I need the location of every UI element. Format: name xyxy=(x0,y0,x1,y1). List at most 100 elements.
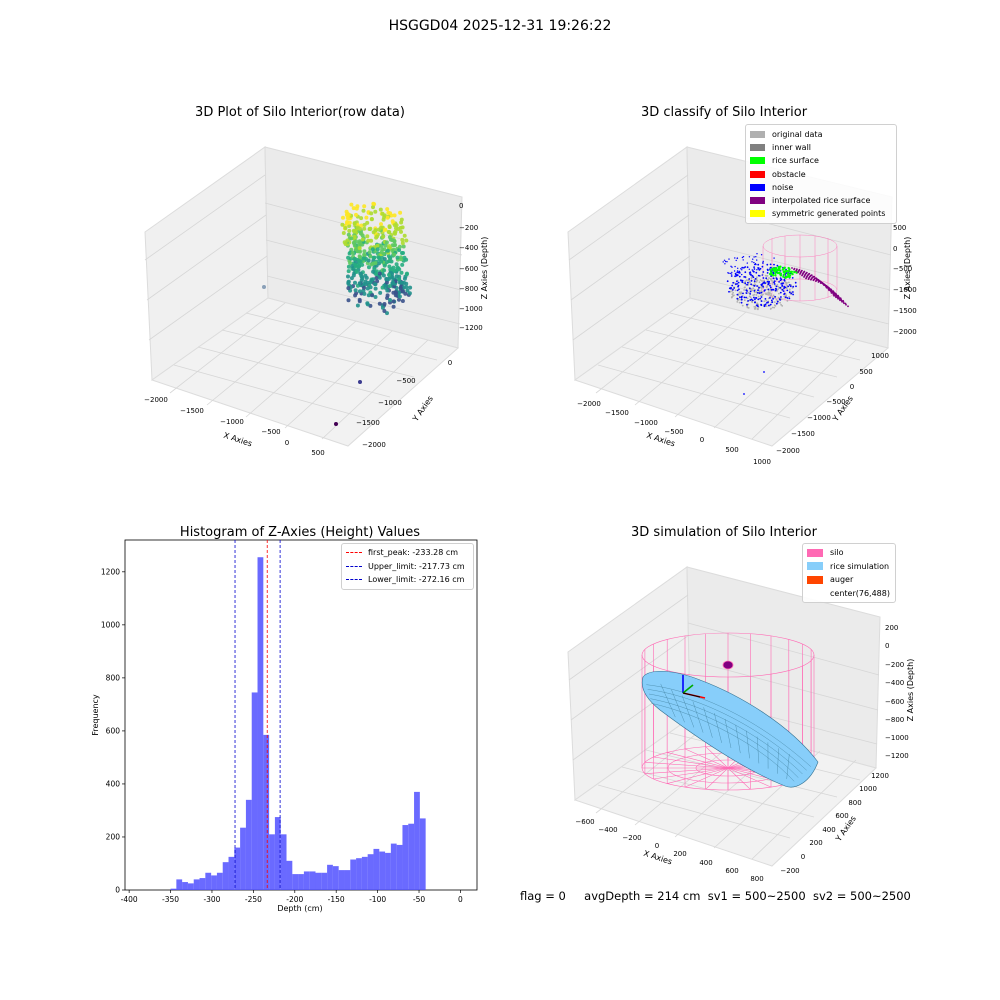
legend-label: auger xyxy=(830,575,854,585)
data-point xyxy=(373,295,378,299)
data-point xyxy=(777,296,780,299)
data-point xyxy=(393,243,398,247)
data-point xyxy=(738,275,741,278)
data-point xyxy=(783,287,785,289)
data-point xyxy=(758,286,760,289)
data-point xyxy=(353,280,357,285)
data-point xyxy=(744,276,747,278)
data-point xyxy=(392,238,397,243)
data-point xyxy=(382,263,387,268)
data-point xyxy=(388,298,392,302)
data-point xyxy=(750,280,753,282)
data-point xyxy=(760,290,763,292)
data-point xyxy=(392,223,397,228)
data-point xyxy=(767,278,769,281)
data-point xyxy=(731,295,733,298)
legend-item: obstacle xyxy=(746,168,896,181)
data-point xyxy=(782,266,786,270)
data-point xyxy=(746,266,749,269)
data-point xyxy=(788,291,791,294)
data-point xyxy=(741,266,744,269)
data-point xyxy=(760,288,763,290)
data-point xyxy=(749,281,751,284)
xtick: 200 xyxy=(673,850,686,858)
data-point xyxy=(771,301,774,304)
data-point xyxy=(788,281,790,284)
data-point xyxy=(782,290,785,292)
sv2-text: sv2 = 500~2500 xyxy=(812,889,911,903)
data-point xyxy=(762,285,764,288)
data-point xyxy=(354,206,359,211)
data-point xyxy=(728,258,730,260)
data-point xyxy=(770,293,772,295)
xtick: 500 xyxy=(311,449,324,457)
data-point xyxy=(397,277,401,282)
data-point xyxy=(740,296,743,299)
outlier-point xyxy=(358,380,362,384)
data-point xyxy=(819,282,822,284)
legend-swatch xyxy=(750,157,765,165)
x-tick-label: -250 xyxy=(245,895,262,904)
data-point xyxy=(794,281,797,284)
xtick: −400 xyxy=(598,826,617,834)
data-point xyxy=(385,296,390,300)
data-point xyxy=(758,269,761,271)
hist-bar xyxy=(298,874,304,890)
plot-histogram: Histogram of Z-Axies (Height) Values -40… xyxy=(91,525,478,913)
hist-bar xyxy=(367,854,374,890)
legend-item: symmetric generated points xyxy=(746,207,896,220)
hist-bar xyxy=(379,851,386,890)
y-tick-label: 1000 xyxy=(101,620,120,629)
silo-wire xyxy=(667,767,729,784)
x-tick-label: -150 xyxy=(328,895,345,904)
hist-bar xyxy=(332,866,339,890)
data-point xyxy=(347,228,352,233)
hist-bar xyxy=(303,871,310,890)
mesh-line xyxy=(681,695,695,728)
xtick: −2000 xyxy=(144,396,168,404)
data-point xyxy=(770,273,773,276)
data-point xyxy=(810,278,812,281)
legend-simulation: silo rice simulation auger center(76,488) xyxy=(802,543,896,603)
data-point xyxy=(755,256,757,258)
data-point xyxy=(792,285,795,288)
data-point xyxy=(381,273,386,278)
data-point xyxy=(765,299,767,302)
hist-bar xyxy=(321,872,328,890)
data-point xyxy=(747,300,749,302)
legend-classify: original data inner wall rice surface obsta… xyxy=(745,124,897,225)
data-point xyxy=(776,264,779,267)
data-point xyxy=(770,271,773,274)
data-point xyxy=(352,221,357,226)
data-point xyxy=(357,289,362,294)
data-point xyxy=(793,268,795,271)
data-point xyxy=(750,283,752,286)
data-point xyxy=(399,220,404,225)
data-point xyxy=(755,297,758,299)
xtick: −1500 xyxy=(605,409,629,417)
data-point xyxy=(770,266,772,269)
data-point xyxy=(744,280,747,283)
data-point xyxy=(776,271,780,275)
data-point xyxy=(346,213,351,217)
ytick: 0 xyxy=(850,383,854,391)
mesh-line xyxy=(746,730,750,759)
data-point xyxy=(391,299,396,304)
data-point xyxy=(381,251,386,256)
mesh-line xyxy=(735,724,741,754)
data-point xyxy=(373,228,378,233)
data-point xyxy=(759,279,762,281)
data-point xyxy=(754,308,757,310)
data-point xyxy=(746,262,748,264)
hist-bar xyxy=(315,872,322,890)
data-point xyxy=(387,230,392,235)
data-point xyxy=(402,233,407,238)
x-tick-label: -200 xyxy=(286,895,303,904)
data-point xyxy=(397,297,401,302)
data-point xyxy=(742,281,745,284)
data-point xyxy=(375,247,380,252)
legend-swatch xyxy=(346,552,362,554)
data-point xyxy=(358,226,362,231)
ytick: 1000 xyxy=(859,785,877,793)
data-point xyxy=(773,281,775,284)
